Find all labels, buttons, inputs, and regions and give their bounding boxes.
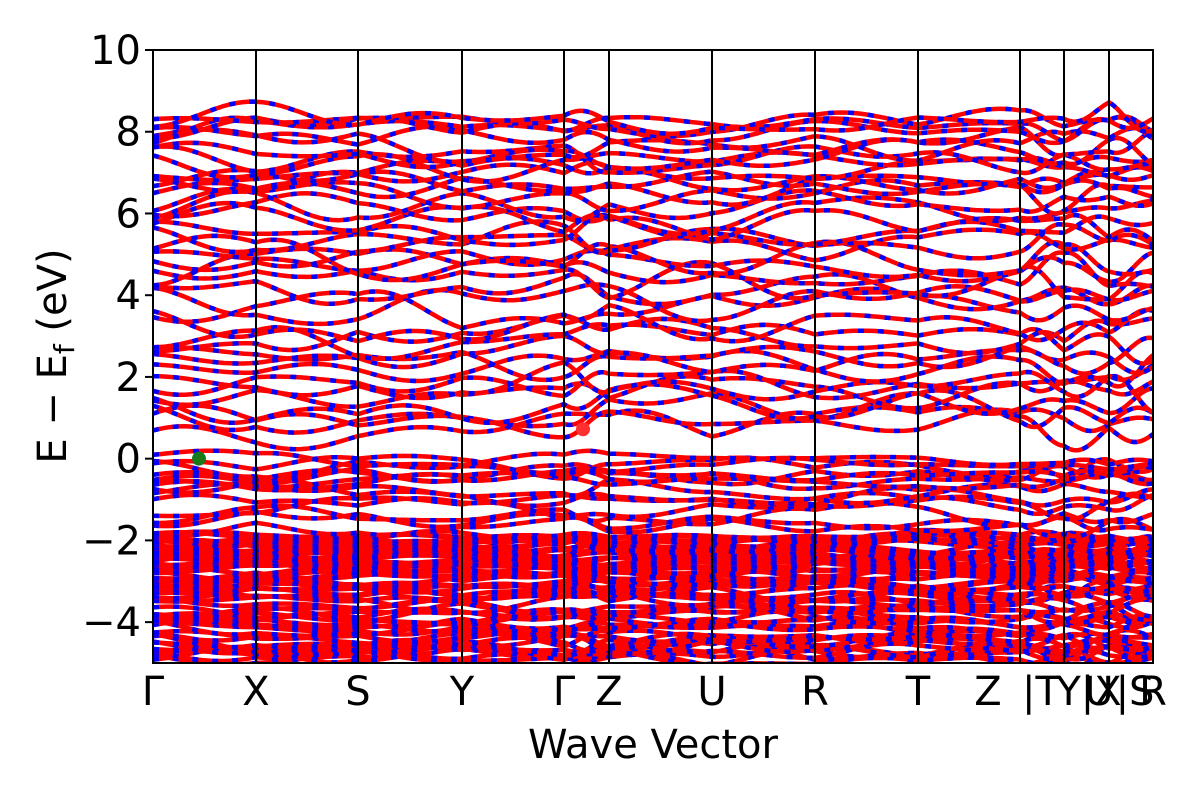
- y-axis-ticks: 10 8 6 4 2 0 −2 −4: [82, 28, 153, 646]
- y-tick-label: −2: [82, 518, 141, 564]
- x-tick-label: U: [1084, 669, 1113, 715]
- vbm-marker: [192, 451, 206, 466]
- y-tick-label: 8: [116, 110, 141, 156]
- plot-frame: [152, 49, 1154, 664]
- y-tick-label: 0: [116, 437, 141, 483]
- y-tick-label: 10: [90, 28, 141, 74]
- x-axis-ticks: Γ X S Y Γ Z U R T Z |TY|XU |SR: [142, 669, 1167, 715]
- x-tick-label: Z: [595, 669, 622, 715]
- x-tick-label: R: [801, 669, 829, 715]
- x-tick-label: Y: [449, 669, 475, 715]
- y-axis-label-main: E − E: [30, 354, 76, 464]
- x-tick-label: |S: [1116, 669, 1155, 715]
- x-tick-label: Y|X: [1055, 669, 1121, 715]
- x-tick-label: T: [905, 669, 931, 715]
- y-axis-label: E − Ef (eV): [30, 248, 81, 463]
- y-tick-label: −4: [82, 600, 141, 646]
- y-tick-label: 4: [116, 273, 141, 319]
- x-tick-label: Γ: [553, 669, 576, 715]
- x-tick-label: R: [1139, 669, 1167, 715]
- y-tick-label: 2: [116, 355, 141, 401]
- y-axis-label-subscript: f: [48, 343, 81, 354]
- y-axis-label-space: [30, 332, 76, 345]
- x-tick-label: X: [242, 669, 269, 715]
- extrema-markers: [192, 422, 590, 466]
- x-tick-label: Γ: [142, 669, 165, 715]
- x-axis-label: Wave Vector: [528, 722, 779, 768]
- cbm-marker: [576, 422, 590, 437]
- y-tick-label: 6: [116, 191, 141, 237]
- x-tick-label: U: [697, 669, 726, 715]
- x-tick-label: Z: [974, 669, 1001, 715]
- x-tick-label: |T: [1022, 669, 1060, 715]
- y-axis-label-unit: (eV): [30, 248, 76, 331]
- x-tick-label: S: [345, 669, 370, 715]
